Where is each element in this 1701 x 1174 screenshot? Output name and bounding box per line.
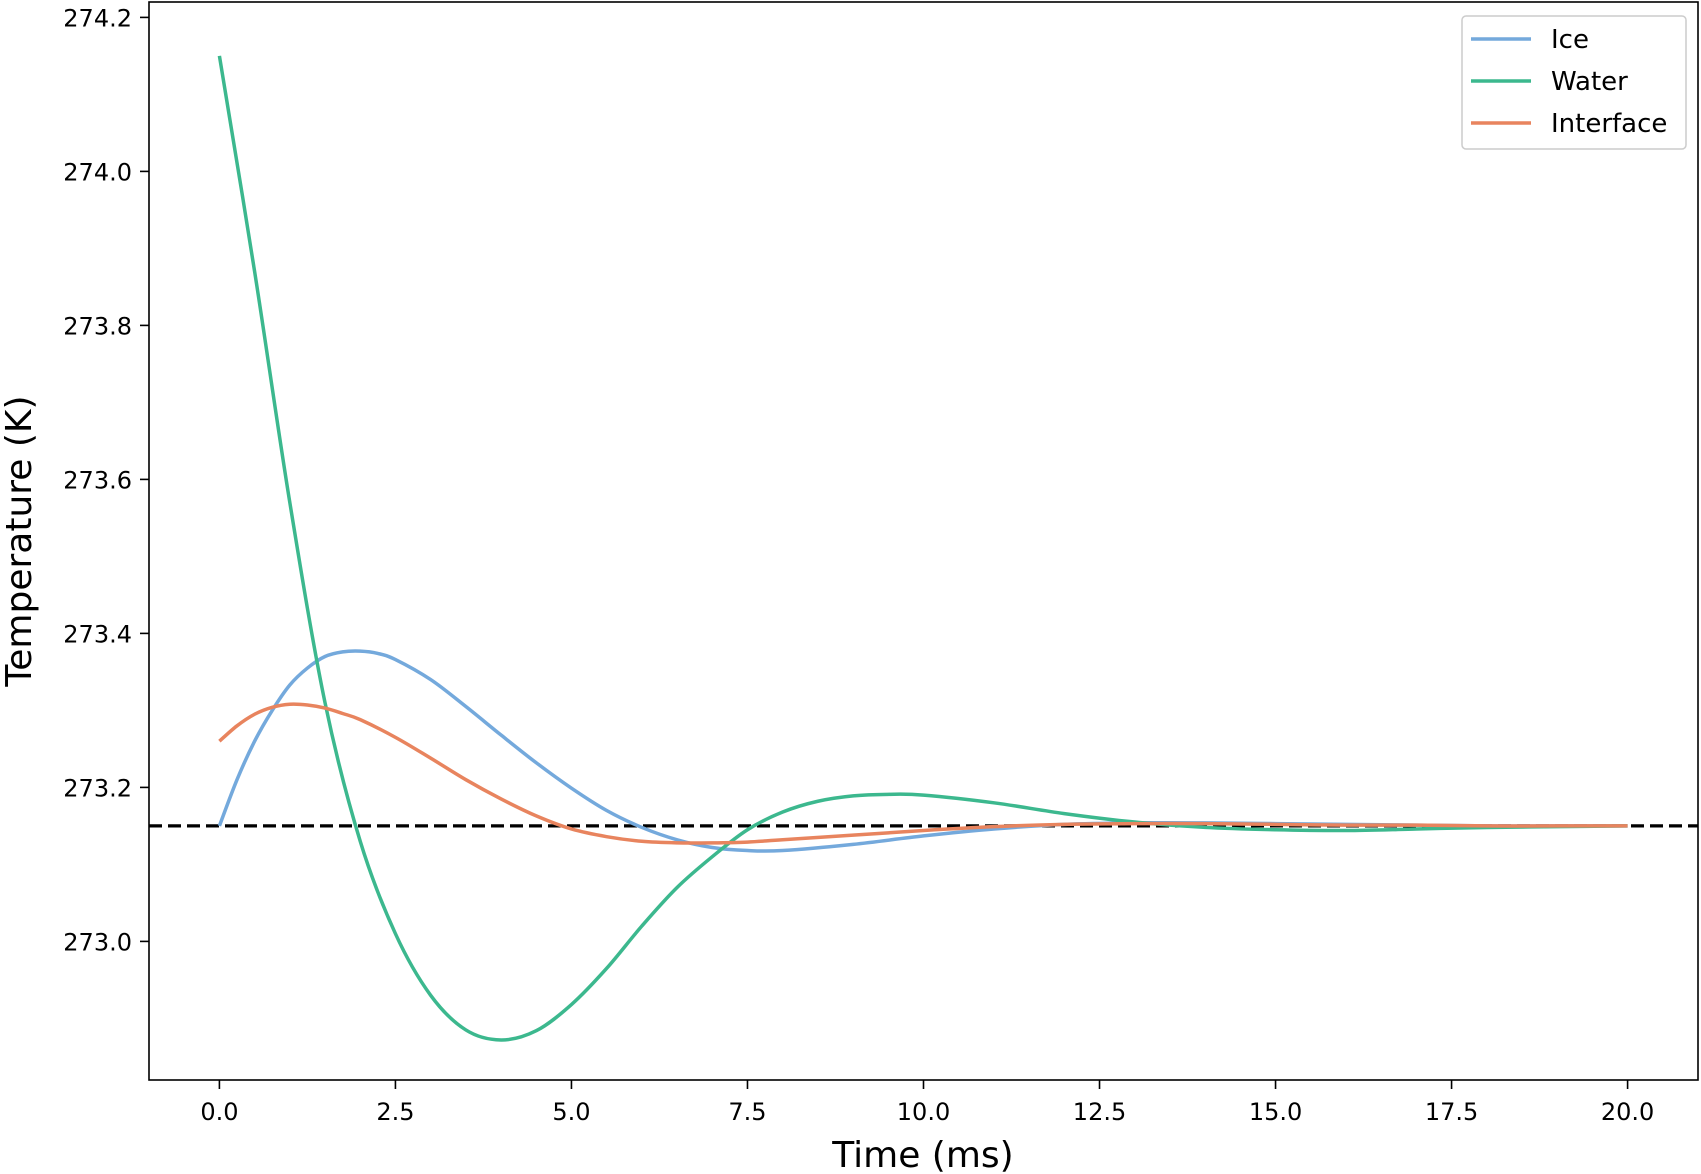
y-tick-label: 273.2 <box>63 774 132 802</box>
legend-label-ice: Ice <box>1551 25 1589 55</box>
x-tick-label: 2.5 <box>376 1098 414 1126</box>
legend: Ice Water Interface <box>1461 15 1687 150</box>
series-line-interface <box>218 702 1628 845</box>
legend-box <box>1461 15 1687 150</box>
x-tick-label: 5.0 <box>552 1098 590 1126</box>
y-tick-label: 273.4 <box>63 620 132 648</box>
y-tick-label: 273.8 <box>63 312 132 340</box>
x-tick-label: 12.5 <box>1073 1098 1126 1126</box>
legend-label-water: Water <box>1551 67 1628 97</box>
series-line-ice <box>217 649 1628 853</box>
x-tick-label: 7.5 <box>728 1098 766 1126</box>
x-axis-label: Time (ms) <box>831 1135 1013 1174</box>
y-tick-label: 274.0 <box>63 158 132 186</box>
x-tick-label: 10.0 <box>897 1098 950 1126</box>
legend-label-interface: Interface <box>1551 109 1667 139</box>
x-tick-label: 15.0 <box>1249 1098 1302 1126</box>
plot-frame <box>148 1 1699 1081</box>
x-tick-label: 0.0 <box>200 1098 238 1126</box>
y-tick-label: 273.6 <box>63 466 132 494</box>
x-tick-label: 17.5 <box>1425 1098 1478 1126</box>
y-axis-label: Temperature (K) <box>0 395 40 687</box>
x-tick-label: 20.0 <box>1601 1098 1654 1126</box>
series-line-water <box>217 55 1628 1042</box>
y-tick-label: 273.0 <box>63 928 132 956</box>
y-tick-label: 274.2 <box>63 4 132 32</box>
